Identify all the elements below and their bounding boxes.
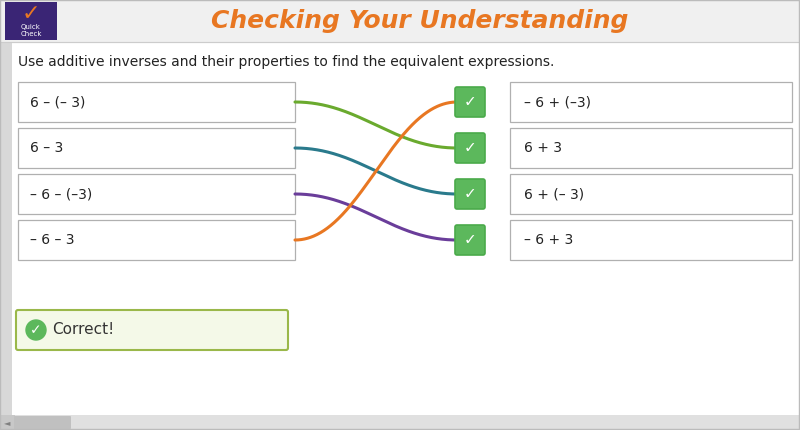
FancyBboxPatch shape	[455, 87, 485, 117]
Text: – 6 – (–3): – 6 – (–3)	[30, 187, 92, 201]
Text: ✓: ✓	[464, 233, 476, 248]
Text: – 6 + (–3): – 6 + (–3)	[524, 95, 591, 109]
Text: Quick
Check: Quick Check	[20, 24, 42, 37]
FancyBboxPatch shape	[510, 82, 792, 122]
Text: – 6 + 3: – 6 + 3	[524, 233, 574, 247]
Text: 6 – (– 3): 6 – (– 3)	[30, 95, 86, 109]
Text: – 6 – 3: – 6 – 3	[30, 233, 74, 247]
FancyBboxPatch shape	[510, 174, 792, 214]
FancyBboxPatch shape	[510, 220, 792, 260]
Text: ◄: ◄	[4, 418, 10, 427]
FancyBboxPatch shape	[0, 42, 800, 430]
FancyBboxPatch shape	[18, 128, 295, 168]
FancyBboxPatch shape	[0, 415, 800, 430]
FancyBboxPatch shape	[455, 133, 485, 163]
FancyBboxPatch shape	[18, 220, 295, 260]
Text: ✓: ✓	[464, 187, 476, 202]
FancyBboxPatch shape	[0, 0, 800, 42]
FancyBboxPatch shape	[0, 415, 15, 430]
FancyBboxPatch shape	[5, 2, 57, 40]
Circle shape	[26, 320, 46, 340]
Text: ✓: ✓	[464, 141, 476, 156]
FancyBboxPatch shape	[18, 82, 295, 122]
FancyBboxPatch shape	[16, 310, 288, 350]
FancyBboxPatch shape	[510, 128, 792, 168]
FancyBboxPatch shape	[455, 225, 485, 255]
FancyBboxPatch shape	[18, 174, 295, 214]
Text: 6 + 3: 6 + 3	[524, 141, 562, 155]
Text: 6 – 3: 6 – 3	[30, 141, 63, 155]
FancyBboxPatch shape	[455, 179, 485, 209]
Text: 6 + (– 3): 6 + (– 3)	[524, 187, 584, 201]
Text: Correct!: Correct!	[52, 322, 114, 338]
FancyBboxPatch shape	[0, 42, 12, 430]
Text: Use additive inverses and their properties to find the equivalent expressions.: Use additive inverses and their properti…	[18, 55, 554, 69]
Text: ✓: ✓	[464, 95, 476, 110]
FancyBboxPatch shape	[14, 416, 71, 429]
Text: ✓: ✓	[22, 4, 40, 24]
Text: Checking Your Understanding: Checking Your Understanding	[211, 9, 629, 33]
Text: ✓: ✓	[30, 323, 42, 337]
